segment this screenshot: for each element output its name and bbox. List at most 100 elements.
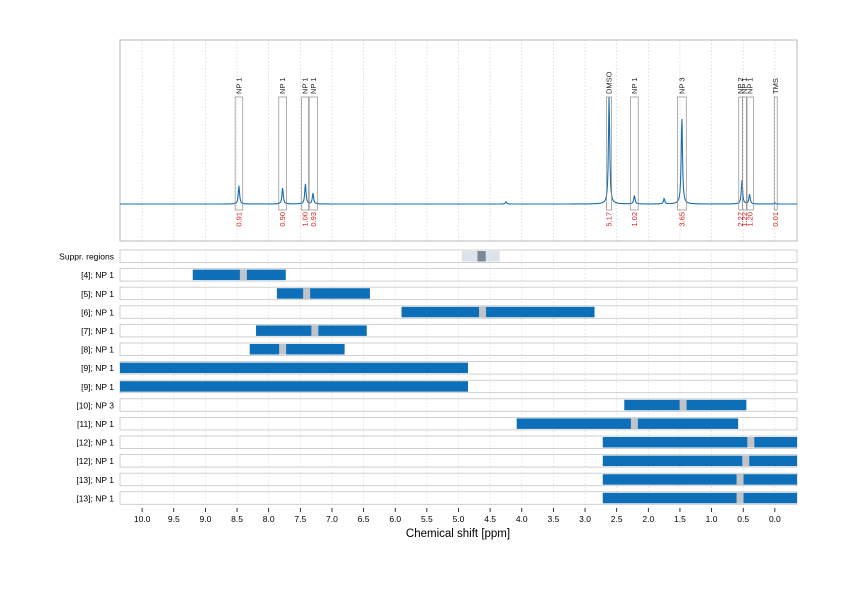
annotation-integral-4: 5.17 xyxy=(605,212,614,227)
row-label-4: [7]; NP 1 xyxy=(81,326,114,336)
row-label-1: [4]; NP 1 xyxy=(81,270,114,280)
range-bars-panel: Suppr. regions [4]; NP 1 [5]; NP 1 [6]; NP … xyxy=(59,249,798,505)
range-marker-8 xyxy=(679,399,687,411)
x-tick-label-15: 2.5 xyxy=(611,514,623,524)
x-tick-label-9: 5.5 xyxy=(421,514,433,524)
row-frame-3 xyxy=(119,305,798,319)
range-bar-3 xyxy=(401,306,595,318)
row-label-10: [12]; NP 1 xyxy=(76,438,114,448)
x-tick-label-5: 7.5 xyxy=(294,514,306,524)
x-axis: 10.0 9.5 9.0 8.5 8.0 7.5 7.0 6.5 6.0 5.5 5.0 4.5 4.0… xyxy=(134,508,781,524)
spectrum-line xyxy=(120,97,797,205)
row-frame-5 xyxy=(119,342,798,356)
annotation-box-4 xyxy=(606,96,612,211)
x-tick-label-12: 4.0 xyxy=(516,514,528,524)
annotation-box-0 xyxy=(234,96,244,211)
annotation-label-10: TMS xyxy=(771,78,780,94)
spectrum-frame xyxy=(119,39,798,242)
x-tick-label-18: 1.0 xyxy=(706,514,718,524)
x-tick-label-0: 10.0 xyxy=(134,514,151,524)
annotation-label-4: DMSO xyxy=(605,71,614,94)
x-tick-label-8: 6.0 xyxy=(389,514,401,524)
annotation-integral-6: 3.65 xyxy=(677,212,686,227)
annotation-box-6 xyxy=(677,96,687,211)
annotation-integral-3: 0.93 xyxy=(309,212,318,227)
row-label-12: [13]; NP 1 xyxy=(76,475,114,485)
range-bar-5 xyxy=(249,344,345,355)
row-label-5: [8]; NP 1 xyxy=(81,345,114,355)
annotation-integral-1: 0.90 xyxy=(278,212,287,227)
range-bar-11 xyxy=(602,455,797,467)
row-label-3: [6]; NP 1 xyxy=(81,307,114,317)
annotation-integral-5: 1.02 xyxy=(630,212,639,227)
x-tick-label-4: 8.0 xyxy=(263,514,275,524)
spectrum-panel: NP 1 0.91 NP 1 0.90 NP 1 1.00 NP 1 0.93 DMSO 5.17… xyxy=(119,39,798,242)
row-frame-4 xyxy=(119,323,798,338)
x-tick-label-19: 0.5 xyxy=(737,514,749,524)
x-tick-label-7: 6.5 xyxy=(358,514,370,524)
annotation-box-8 xyxy=(742,96,747,211)
row-frame-9 xyxy=(119,416,798,431)
annotation-label-6: NP 3 xyxy=(677,77,686,94)
x-tick-label-11: 4.5 xyxy=(484,514,496,524)
range-marker-2 xyxy=(303,288,311,299)
range-bar-7 xyxy=(120,381,468,392)
row-frame-0 xyxy=(119,249,798,263)
range-bar-2 xyxy=(276,288,370,299)
suppressed-core xyxy=(477,251,486,262)
row-label-6: [9]; NP 1 xyxy=(81,363,114,373)
annotation-integral-7: 2.27 xyxy=(736,212,745,227)
range-bar-10 xyxy=(602,437,797,448)
annotation-box-1 xyxy=(278,96,287,211)
annotation-integral-9: 1.20 xyxy=(746,212,755,227)
range-bar-13 xyxy=(602,492,797,504)
x-tick-label-16: 2.0 xyxy=(642,514,654,524)
range-marker-5 xyxy=(279,344,287,355)
annotation-label-5: NP 1 xyxy=(630,77,639,94)
annotation-label-2: NP 1 xyxy=(301,77,310,94)
row-label-0: Suppr. regions xyxy=(59,252,114,262)
x-tick-label-2: 9.0 xyxy=(200,514,212,524)
range-marker-11 xyxy=(742,455,750,467)
range-marker-3 xyxy=(479,306,487,318)
row-label-9: [11]; NP 1 xyxy=(77,419,114,429)
annotation-integral-0: 0.91 xyxy=(234,212,243,227)
range-bar-9 xyxy=(516,418,739,429)
x-tick-label-1: 9.5 xyxy=(168,514,180,524)
row-frame-1 xyxy=(119,268,798,282)
range-bar-6 xyxy=(120,362,468,374)
annotation-label-9: NP 1 xyxy=(746,77,755,94)
range-marker-1 xyxy=(239,269,247,281)
annotation-label-8: NP 1 xyxy=(740,77,749,94)
range-marker-12 xyxy=(736,474,744,485)
annotation-box-2 xyxy=(301,96,309,211)
annotation-integral-2: 1.00 xyxy=(301,212,310,227)
row-frame-8 xyxy=(119,398,798,412)
row-label-2: [5]; NP 1 xyxy=(81,289,114,299)
row-label-13: [13]; NP 1 xyxy=(76,493,114,503)
x-tick-label-13: 3.5 xyxy=(547,514,559,524)
range-marker-13 xyxy=(736,492,744,504)
range-bar-12 xyxy=(602,474,797,485)
annotation-box-5 xyxy=(630,96,639,211)
x-tick-label-10: 5.0 xyxy=(453,514,465,524)
x-tick-label-6: 7.0 xyxy=(326,514,338,524)
x-tick-label-20: 0.0 xyxy=(769,514,781,524)
range-marker-10 xyxy=(747,437,755,448)
range-marker-9 xyxy=(630,418,638,429)
x-tick-label-3: 8.5 xyxy=(231,514,243,524)
annotation-box-3 xyxy=(308,96,318,211)
annotation-label-1: NP 1 xyxy=(278,77,287,94)
annotation-integral-8: 1.22 xyxy=(740,212,749,227)
annotation-label-0: NP 1 xyxy=(234,77,243,94)
row-label-11: [12]; NP 1 xyxy=(76,456,114,466)
range-marker-4 xyxy=(311,325,319,336)
x-axis-label: Chemical shift [ppm] xyxy=(406,528,510,540)
row-label-7: [9]; NP 1 xyxy=(81,382,114,392)
x-tick-label-17: 1.5 xyxy=(674,514,686,524)
annotation-box-10 xyxy=(773,96,778,211)
range-bar-1 xyxy=(192,269,286,281)
row-label-8: [10]; NP 3 xyxy=(76,400,114,410)
